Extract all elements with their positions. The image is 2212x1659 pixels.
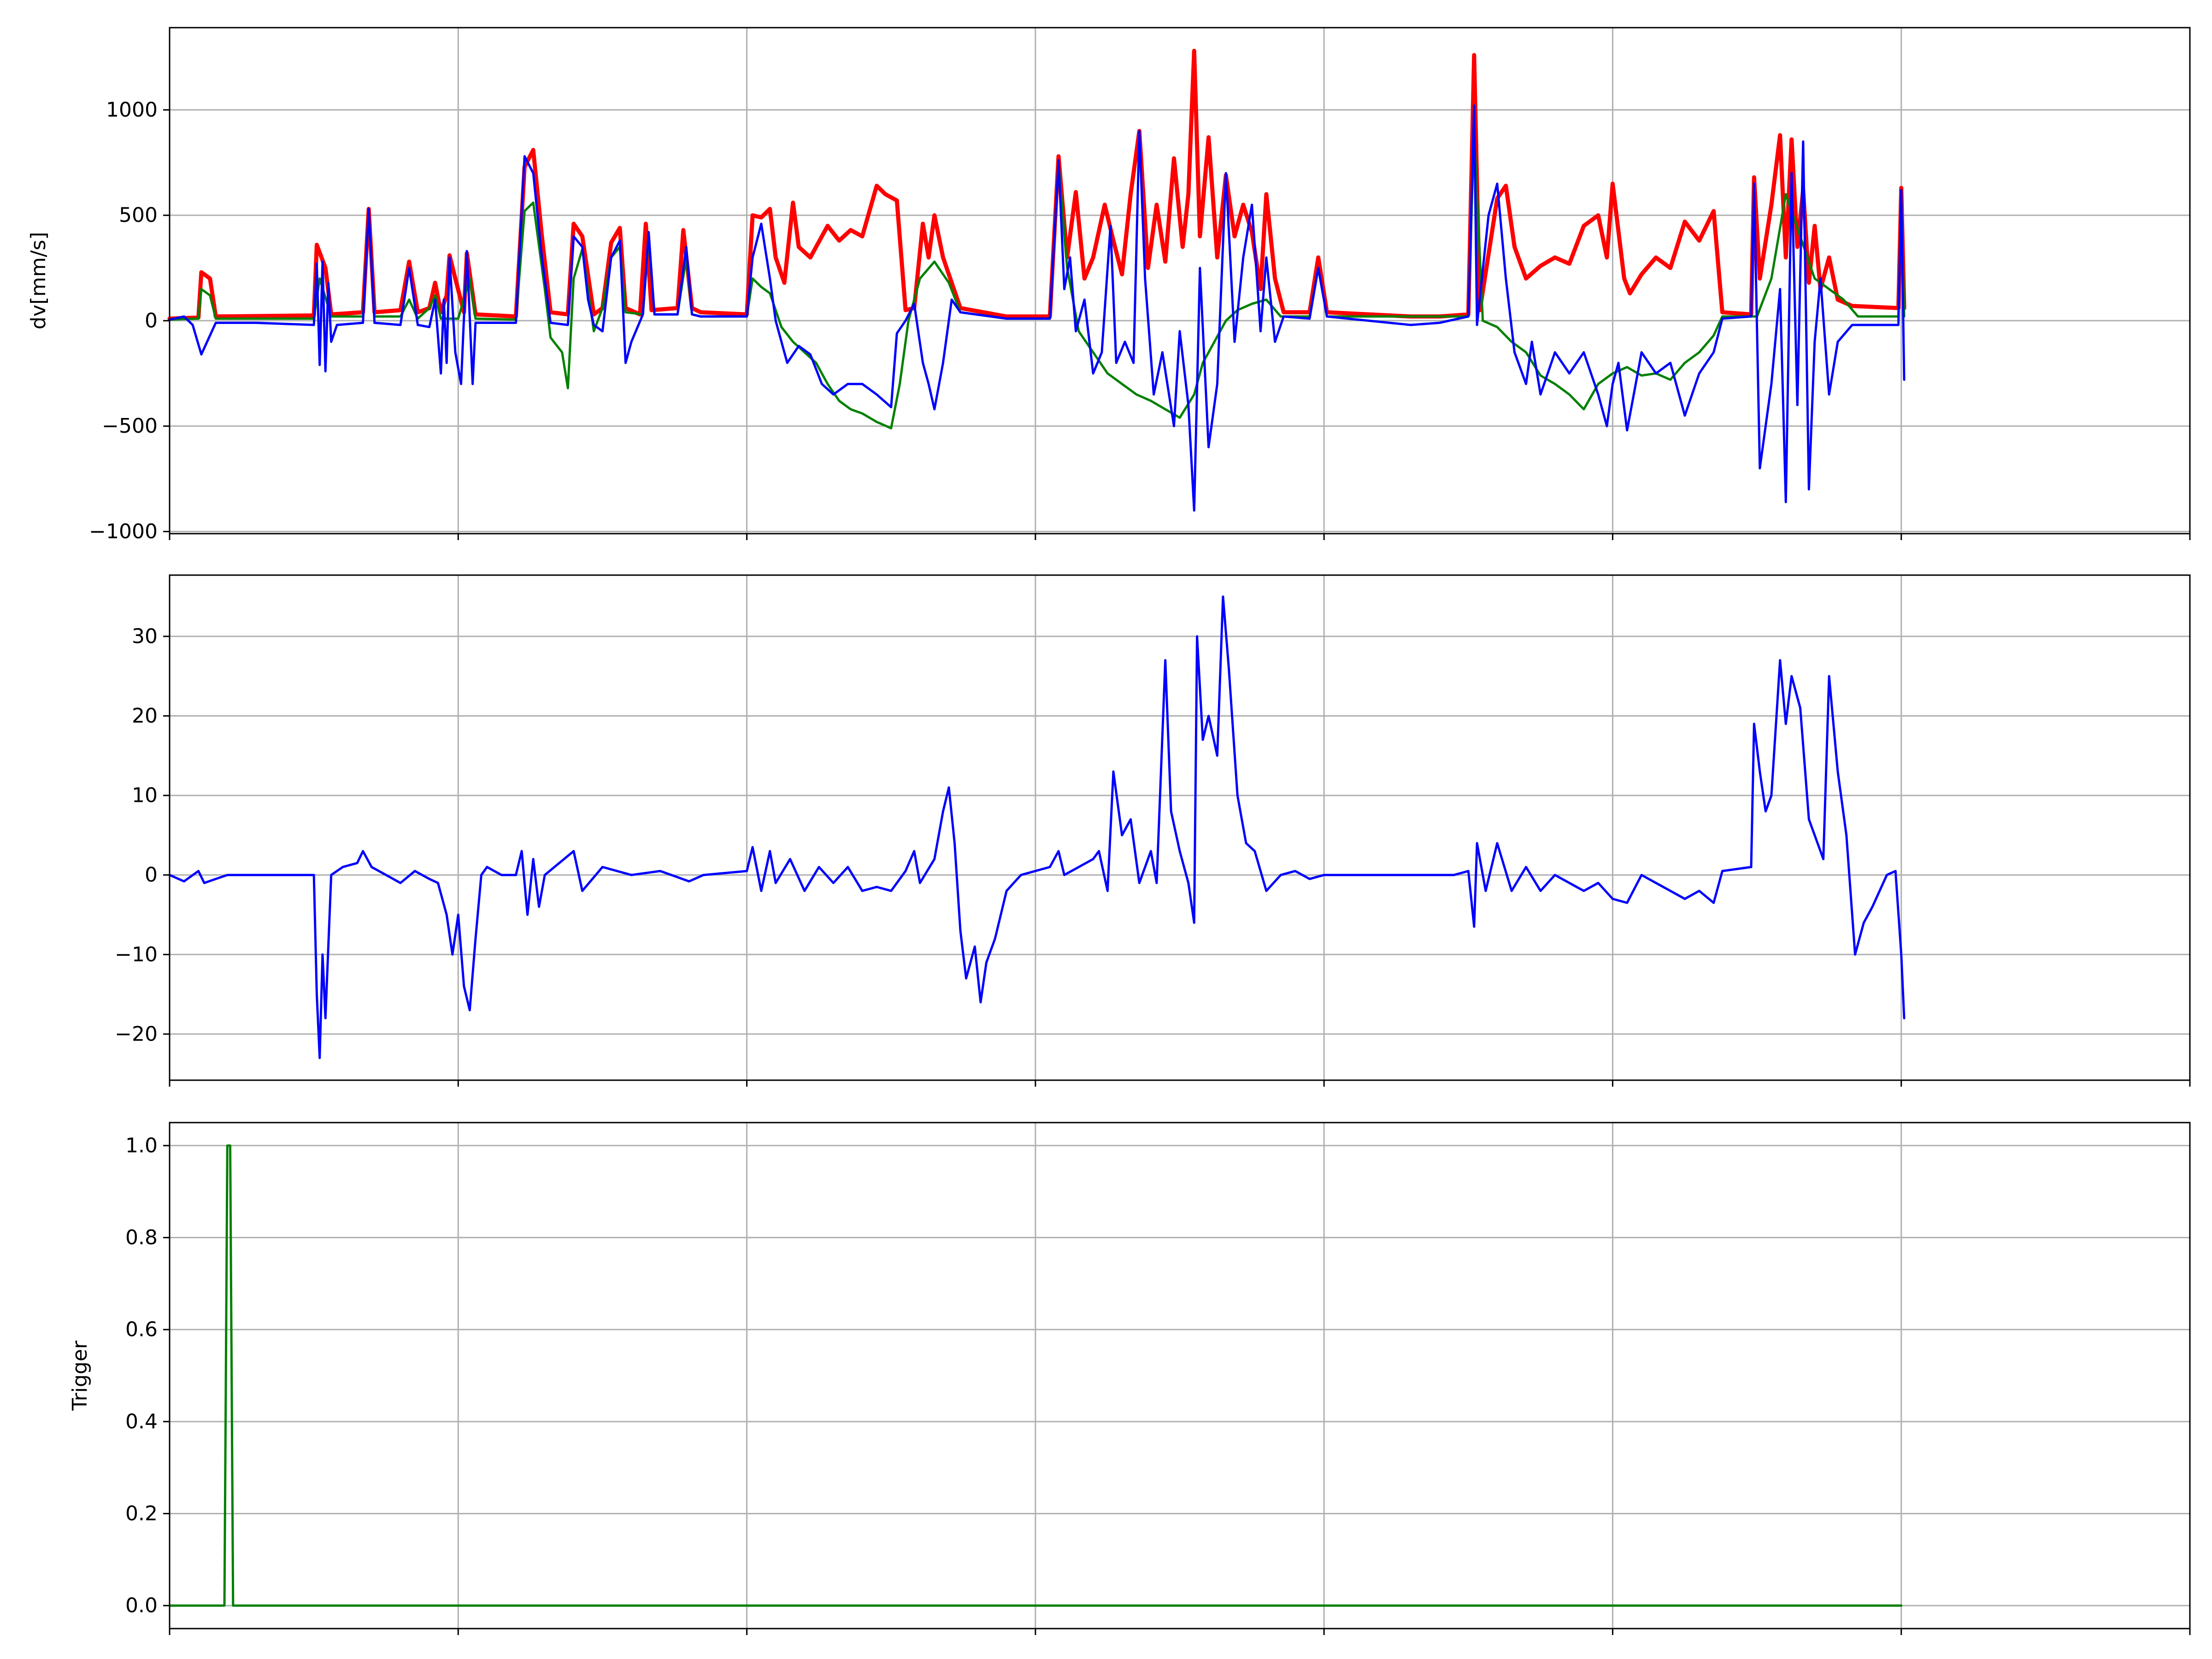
series-line-2 (168, 129, 1906, 429)
y-tick-label: 30 (132, 624, 158, 648)
y-tick-label: −500 (102, 414, 158, 438)
plot-frame (169, 574, 2191, 1081)
y-axis-label: dv[mm/s] (27, 232, 50, 329)
y-tick-label: −1000 (89, 520, 158, 543)
y-tick-label: 0.4 (125, 1410, 158, 1433)
y-tick-label: 1000 (106, 98, 158, 122)
y-tick-label: 0 (145, 863, 158, 887)
y-tick-label: 0.8 (125, 1226, 158, 1249)
bottom-panel: 0.0 0.2 0.4 0.6 0.8 1.0 Trigger (68, 1122, 2191, 1635)
middle-panel: −20 −10 0 10 20 30 (115, 574, 2191, 1087)
series-line-1 (167, 48, 1906, 321)
y-tick-label: 0.6 (125, 1318, 158, 1341)
y-tick-label: 1.0 (125, 1134, 158, 1157)
plot-frame (169, 27, 2191, 535)
series-line-3 (168, 104, 1906, 512)
y-tick-label: 500 (119, 204, 158, 227)
y-tick-label: −20 (115, 1022, 158, 1046)
y-axis-label: Trigger (68, 1340, 92, 1411)
y-tick-label: 20 (132, 704, 158, 728)
y-tick-label: −10 (115, 943, 158, 966)
top-panel: −1000 −500 0 500 1000 dv[mm/s] (27, 27, 2191, 543)
y-tick-label: 0.2 (125, 1502, 158, 1525)
series-line-1 (168, 1144, 1903, 1607)
series-line-1 (168, 595, 1906, 1059)
y-tick-label: 0 (145, 309, 158, 332)
y-tick-label: 0.0 (125, 1594, 158, 1618)
plot-frame (169, 1122, 2191, 1630)
y-tick-label: 10 (132, 784, 158, 807)
